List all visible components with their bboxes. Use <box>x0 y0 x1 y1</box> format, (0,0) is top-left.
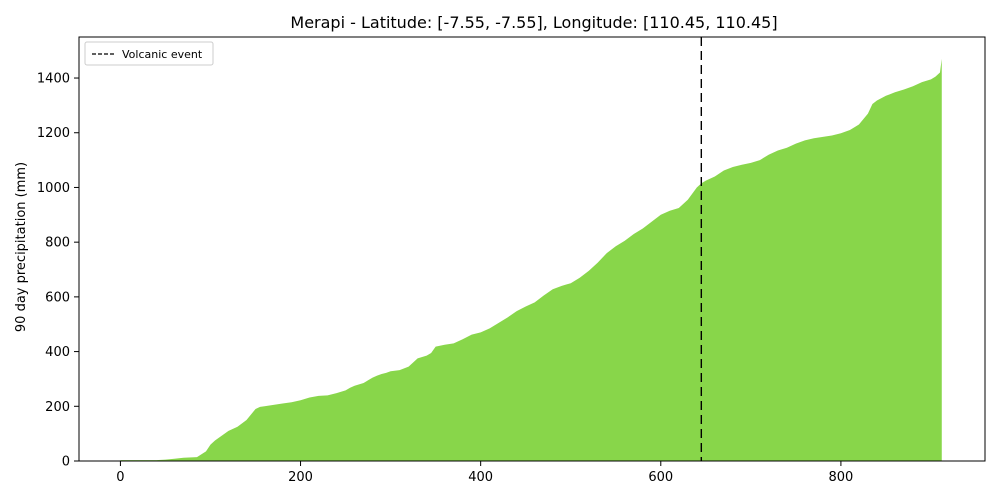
x-tick-label: 0 <box>116 470 124 485</box>
legend: Volcanic event <box>84 41 214 66</box>
x-axis: 0 200 400 600 800 <box>116 461 853 485</box>
legend-label-volcanic-event: Volcanic event <box>122 48 203 61</box>
y-tick-label: 400 <box>45 345 70 360</box>
y-tick-label: 1200 <box>37 126 70 141</box>
y-tick-label: 1400 <box>37 72 70 87</box>
x-tick-label: 400 <box>468 470 493 485</box>
y-axis-label: 90 day precipitation (mm) <box>14 162 29 332</box>
plot-area <box>120 37 942 461</box>
y-tick-label: 600 <box>45 290 70 305</box>
chart-title: Merapi - Latitude: [-7.55, -7.55], Longi… <box>290 13 777 32</box>
precipitation-area-series-0 <box>120 58 942 461</box>
y-axis: 0 200 400 600 800 1000 1200 1400 <box>37 72 79 470</box>
y-tick-label: 800 <box>45 236 70 251</box>
legend-box <box>84 41 214 66</box>
x-tick-label: 800 <box>828 470 853 485</box>
plot-frame <box>78 36 986 462</box>
y-tick-label: 1000 <box>37 181 70 196</box>
y-tick-label: 200 <box>45 400 70 415</box>
x-tick-label: 600 <box>648 470 673 485</box>
y-tick-label: 0 <box>62 455 70 470</box>
x-tick-label: 200 <box>288 470 313 485</box>
